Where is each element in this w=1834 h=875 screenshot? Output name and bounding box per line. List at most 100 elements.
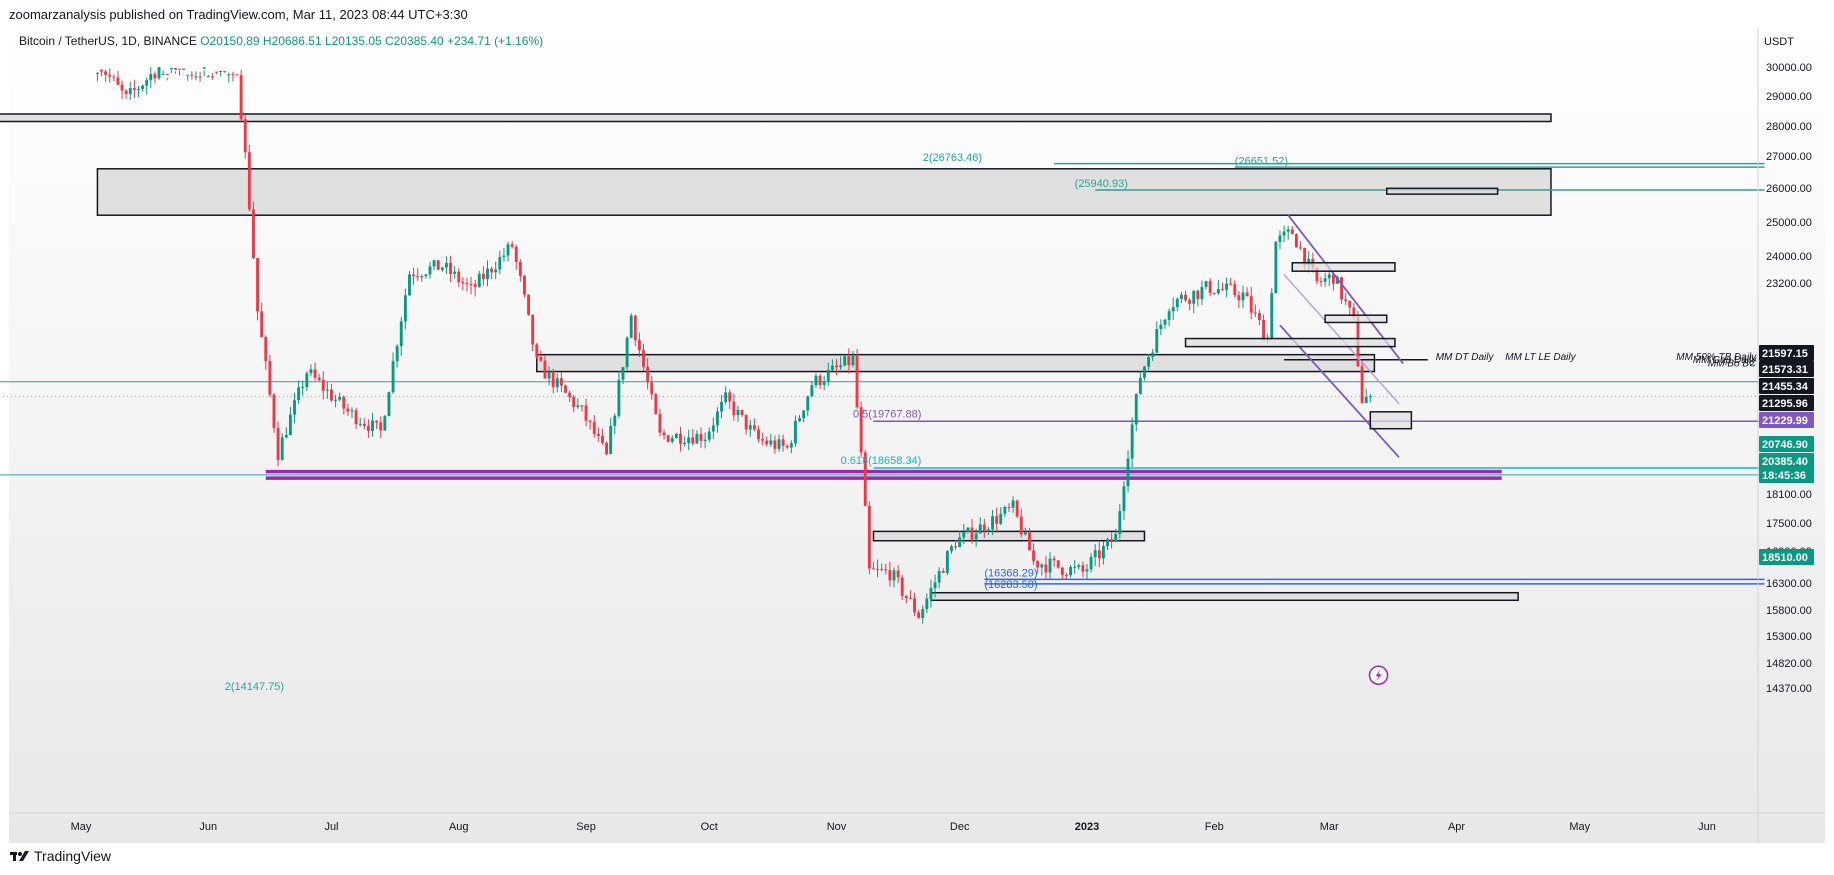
x-tick-label: Jun <box>199 821 217 833</box>
candle <box>161 70 165 76</box>
candle <box>1241 285 1245 309</box>
candle-body <box>350 410 354 412</box>
candle-body <box>716 411 719 426</box>
candle <box>1278 230 1282 250</box>
candle-body <box>1212 292 1216 294</box>
lightning-event-icon[interactable] <box>1368 665 1389 685</box>
candle <box>1126 450 1130 493</box>
candle-body <box>120 84 124 91</box>
y-tick-label: 23200.00 <box>1766 278 1812 290</box>
x-tick-label: Dec <box>950 821 970 833</box>
candle-body <box>921 609 925 619</box>
candle <box>461 277 465 291</box>
candle-body <box>276 428 280 461</box>
candle-body <box>1221 288 1224 290</box>
candle <box>440 266 444 272</box>
candle <box>650 376 654 400</box>
box-21800[interactable] <box>1184 337 1396 348</box>
candle-body <box>757 429 760 440</box>
candle <box>740 409 744 417</box>
candle <box>153 71 157 84</box>
candle <box>301 380 305 396</box>
candle-body <box>1344 299 1348 301</box>
candle-body <box>346 408 350 412</box>
candle-body <box>412 274 416 277</box>
candle-body <box>325 389 329 391</box>
candle <box>350 407 354 418</box>
candle <box>198 72 202 83</box>
zone-28k[interactable] <box>0 113 1552 123</box>
candle-body <box>1336 277 1339 284</box>
candle <box>1114 528 1118 543</box>
candle <box>720 394 723 419</box>
candle-body <box>1171 307 1175 312</box>
candle <box>284 427 288 439</box>
box-23800[interactable] <box>1291 262 1396 272</box>
candle <box>190 71 194 80</box>
candle-body <box>1122 486 1126 512</box>
candle-body <box>625 337 629 368</box>
candle-body <box>149 74 153 81</box>
candle-body <box>855 355 859 408</box>
candle-body <box>1323 278 1327 282</box>
candle-body <box>252 209 255 258</box>
candle-body <box>182 68 186 71</box>
candle <box>215 71 218 75</box>
y-tick-label: 29000.00 <box>1766 91 1812 103</box>
candle-body <box>1216 288 1220 294</box>
candle-body <box>1032 550 1036 561</box>
box-22400[interactable] <box>1324 314 1388 324</box>
candle <box>1028 527 1031 551</box>
candle <box>1101 541 1105 565</box>
candle-body <box>190 74 194 76</box>
candle <box>481 266 485 286</box>
candle-body <box>280 437 284 461</box>
candle <box>884 563 888 575</box>
candle <box>1319 276 1323 287</box>
candle-body <box>1188 300 1192 304</box>
candle-body <box>654 394 658 415</box>
candle-body <box>178 68 181 70</box>
candle-body <box>313 369 317 378</box>
zone-17k[interactable] <box>872 530 1146 542</box>
candle <box>436 260 440 270</box>
candle-body <box>309 369 313 374</box>
zone-26k[interactable] <box>96 168 1552 216</box>
zone-16k[interactable] <box>930 591 1519 602</box>
candle <box>317 373 321 382</box>
candle <box>104 69 108 82</box>
annotation-label: (26651.52) <box>1235 155 1288 167</box>
candle <box>231 71 235 82</box>
candle <box>863 449 867 507</box>
candle-body <box>1023 532 1027 535</box>
candle-body <box>453 271 457 274</box>
candle <box>654 392 658 415</box>
tradingview-brand[interactable]: TradingView <box>10 848 111 864</box>
candle-body <box>683 443 687 445</box>
candle <box>1048 552 1052 580</box>
candle-body <box>1126 458 1130 487</box>
candle-body <box>1118 511 1122 535</box>
candle-body <box>781 439 785 446</box>
candle <box>1011 496 1015 513</box>
candle <box>950 544 953 554</box>
box-19900[interactable] <box>1369 411 1413 430</box>
candle-body <box>978 524 982 534</box>
candle <box>428 261 432 279</box>
candle <box>293 392 296 424</box>
candle-body <box>789 443 793 448</box>
candle-body <box>338 396 342 400</box>
price-label-value: 18510.00 <box>1762 552 1808 564</box>
candle-body <box>1327 274 1331 279</box>
box-25950[interactable] <box>1385 187 1499 195</box>
candle-body <box>1065 574 1068 576</box>
y-tick-label: 24000.00 <box>1766 251 1812 263</box>
zone-21k[interactable] <box>536 353 1376 373</box>
candle-body <box>699 433 703 441</box>
candle <box>186 74 190 81</box>
candle <box>917 609 921 619</box>
candle <box>1221 282 1224 292</box>
candle <box>1270 288 1274 341</box>
candle-body <box>830 365 834 370</box>
